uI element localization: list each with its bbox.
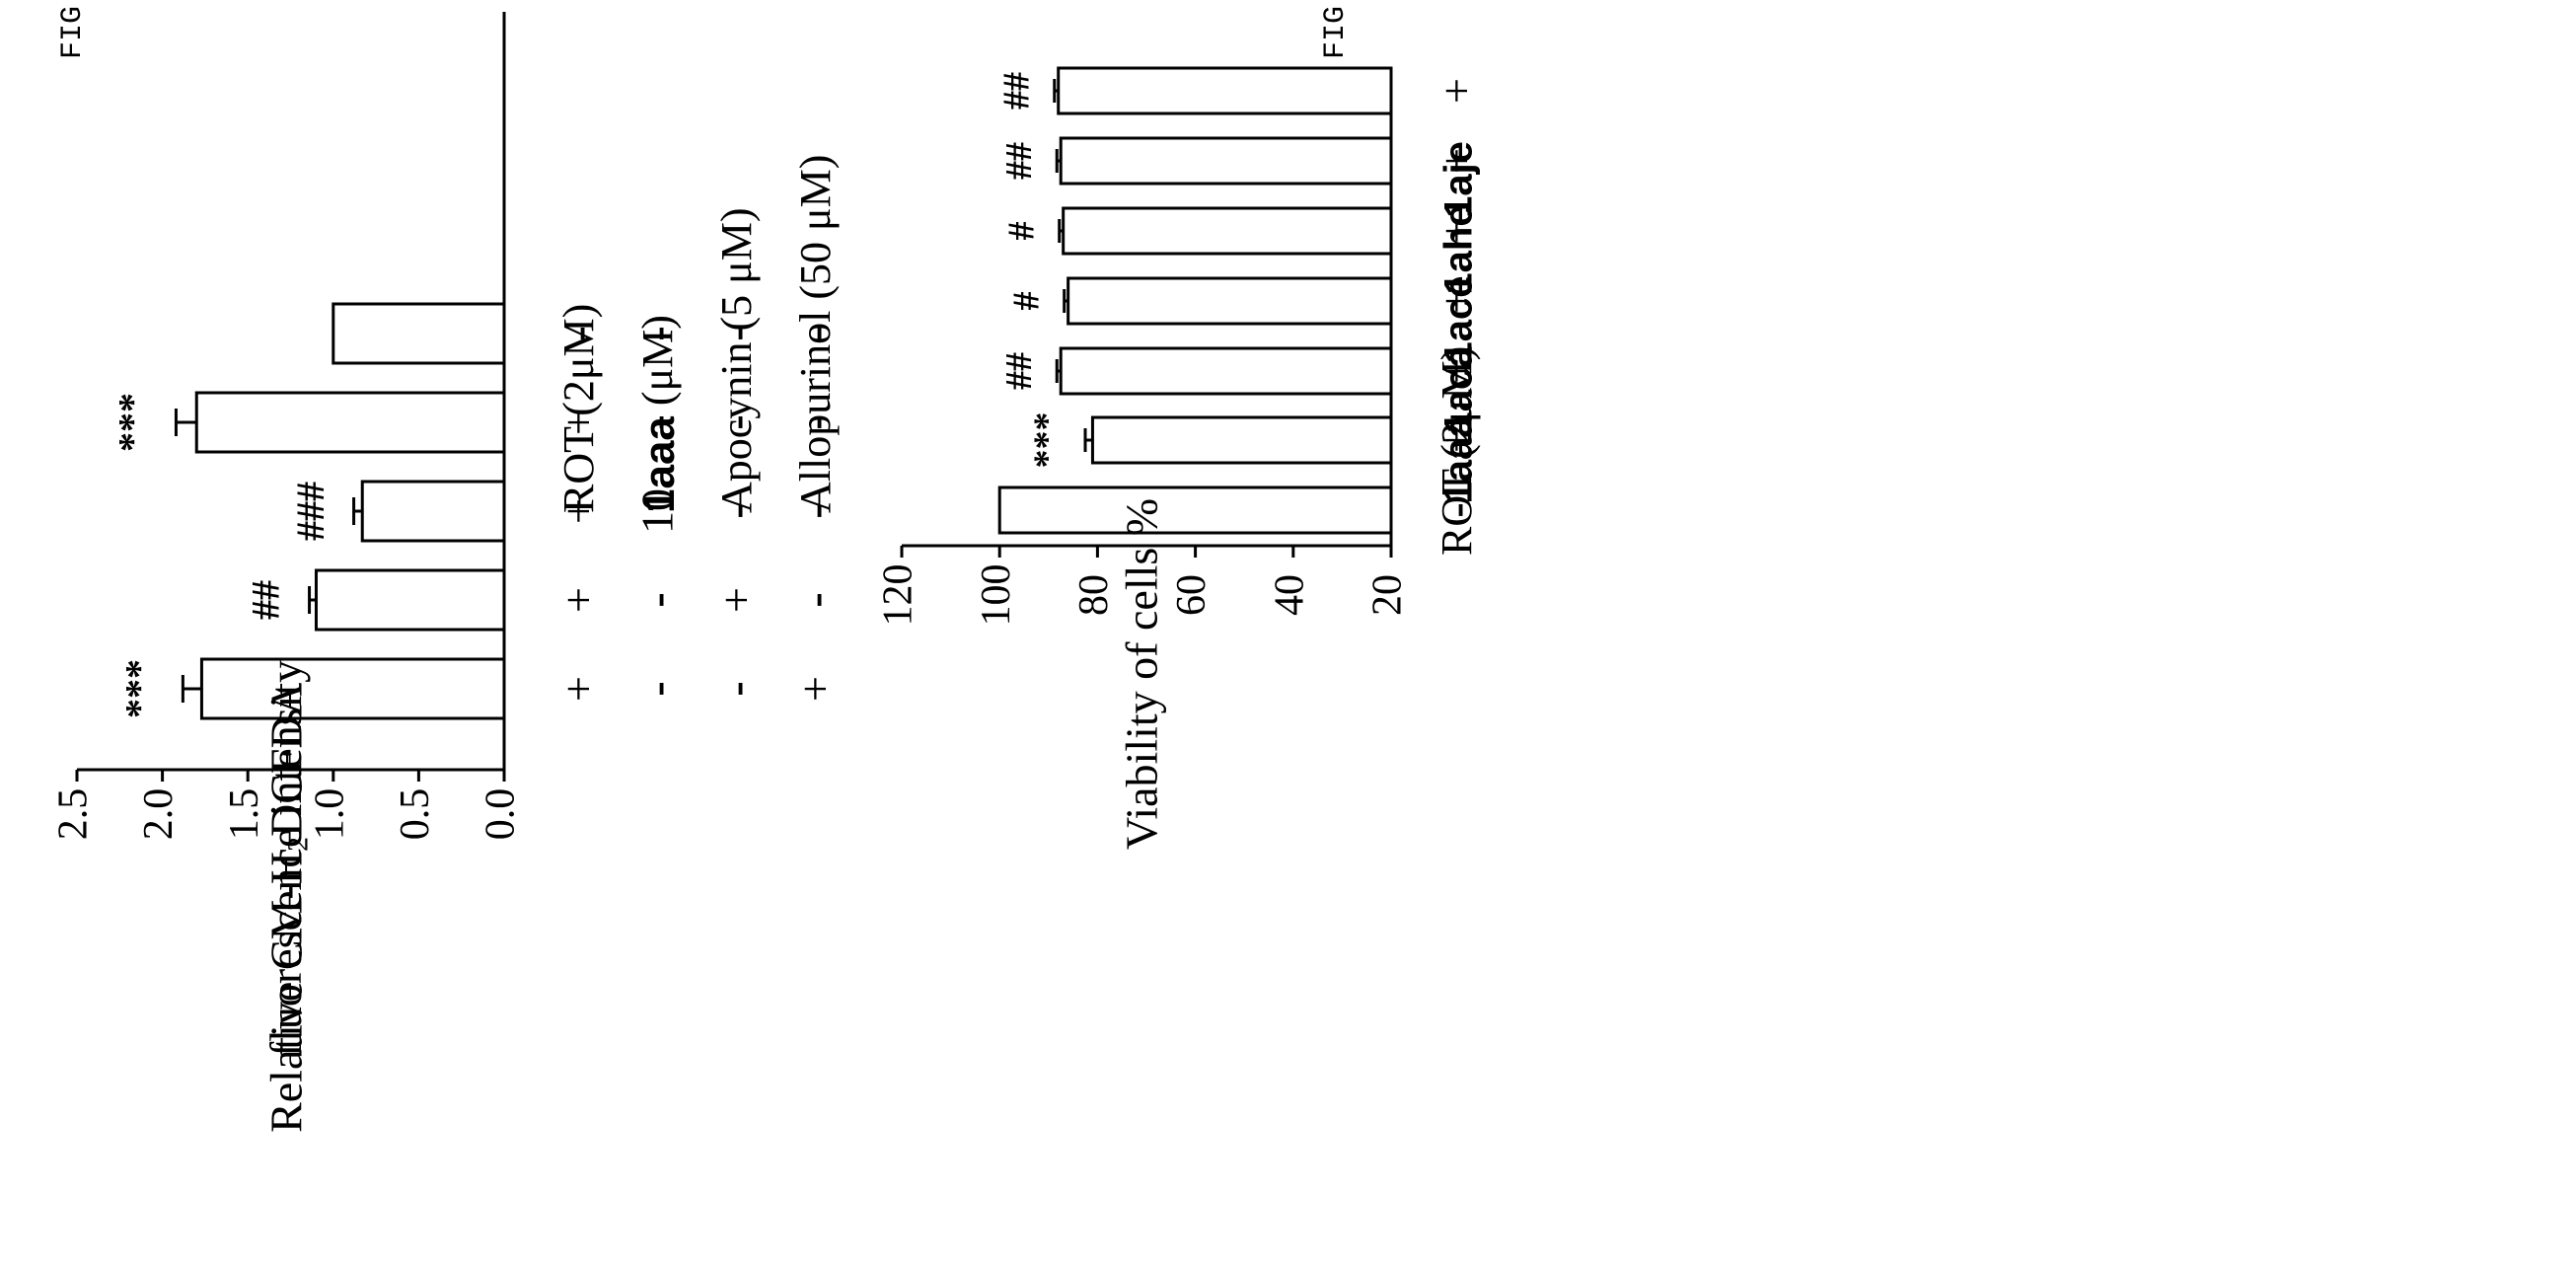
fig3-condition-value: - [790,503,841,518]
fig4-rot-value: + [1432,148,1482,174]
fig4-tick-label: 120 [876,564,921,627]
fig3-condition-value: + [553,587,604,613]
fig3-condition-value: - [632,414,683,429]
fig3-tick-label: 0.5 [393,788,438,841]
fig4-significance-label: # [1000,222,1042,241]
fig3-y-axis-title-line2: fluorescence intensity [260,660,311,1057]
fig3-condition-value: + [553,498,604,524]
fig4-rot-value: + [1432,218,1482,244]
fig3-condition-value: + [711,587,762,613]
fig3-condition-value: - [711,681,762,696]
fig4-bar [1062,206,1393,256]
fig4-compound-label: 1ace [1437,276,1481,364]
fig3-condition-name: Apocynin (5 μM) [712,207,761,513]
fig4-compound-label: 1ahe [1437,204,1481,294]
fig4-chart: 20 40 60 80 100 120 - *** + ## +1aaa # +1aca # +1ace ##… [876,66,1482,850]
fig3-label: FIG. 3 [56,0,90,59]
fig4-compound-label: 1aaa [1437,415,1481,504]
fig3-bar [314,568,506,632]
fig4-bar [1090,415,1393,465]
fig4-tick-label: 20 [1365,574,1411,616]
fig3-condition-label: Allopurinol (50 μM) [791,155,840,513]
fig4-significance-label: *** [1027,412,1068,469]
fig3-bar [331,302,506,365]
fig4-bar [997,486,1393,535]
fig3-y-axis-title-part: DCFDA [260,683,311,837]
fig3-y-axis-title-subscript: 2 [281,837,314,852]
fig3-condition-name: Allopurinol (50 μM) [791,155,840,513]
fig4-bar [1067,276,1393,326]
fig3-chart: 0.0 0.5 1.0 1.5 2.0 2.5 *** ##### *** Relative CM… [51,12,841,1133]
fig3-tick-label: 0.0 [478,788,524,841]
fig3-tick-label: 1.0 [307,788,352,841]
fig4-rot-value: + [1432,288,1482,314]
fig3-significance-label: ### [288,482,332,541]
fig3-bar [360,480,506,543]
fig3-tick-label: 1.5 [222,788,267,841]
fig4-tick-label: 40 [1267,574,1312,616]
fig3-condition-value: - [632,681,683,696]
fig4-compound-label: 1aje [1437,141,1481,218]
fig4-rot-value: + [1432,427,1482,453]
fig4-rot-value: + [1432,358,1482,384]
fig3-bar [194,391,506,454]
fig3-condition-value: + [553,676,604,702]
fig3-condition-value: + [553,410,604,435]
fig4-significance-label: ## [998,142,1040,180]
fig4-compound-label: 1aca [1437,345,1481,434]
fig3-condition-value: 10 [632,488,683,534]
fig3-condition-label: 1aaa (μM) [633,315,684,513]
fig4-bar [1059,136,1393,186]
fig3-condition-label: ROT (2μM) [554,304,603,513]
fig4-significance-label: # [1005,292,1047,311]
fig3-significance-label: *** [117,659,162,718]
fig4-tick-label: 60 [1169,574,1214,616]
fig4-tick-label: 80 [1071,574,1117,616]
fig3-condition-name: ROT (2μM) [554,304,603,513]
fig4-rot-value: - [1432,502,1482,517]
fig3-significance-label: ## [244,580,288,620]
fig3-significance-label: *** [110,393,155,452]
fig4-significance-label: ## [998,352,1040,390]
fig4-significance-label: ## [995,72,1037,110]
fig3-condition-value: - [632,326,683,340]
fig4-y-axis-title: Viability of cells % [1117,498,1167,850]
fig3-condition-value: + [790,676,841,702]
fig4-rot-value: + [1432,78,1482,104]
fig4-label: FIG. 4 [1319,0,1353,59]
fig3-y-axis-title-line1: Relative CM-H2DCFDA [260,683,314,1133]
fig3-condition-unit: (μM) [633,315,682,416]
fig3-condition-value: - [553,326,604,340]
fig3-condition-value: - [790,592,841,607]
fig3-condition-value: - [632,592,683,607]
fig4-rot-label: ROT (2μM) [1433,346,1481,556]
fig3-y-axis-title-part: Relative CM-H [260,852,311,1133]
fig3-bar [199,657,506,720]
fig3-condition-value: - [790,326,841,340]
fig4-tick-label: 100 [974,564,1019,627]
fig3-condition-value: - [711,414,762,429]
fig3-condition-label: Apocynin (5 μM) [712,207,761,513]
fig3-condition-value: - [711,503,762,518]
fig3-condition-value: - [790,414,841,429]
fig3-condition-name: 1aaa [635,416,684,513]
fig4-bar [1057,66,1393,115]
fig4-bar [1059,346,1393,396]
fig3-condition-value: - [711,326,762,340]
fig3-tick-label: 2.0 [136,788,182,841]
fig3-tick-label: 2.5 [51,788,97,841]
